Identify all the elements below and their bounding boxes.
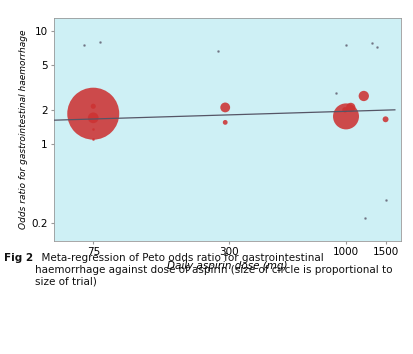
Point <box>361 93 367 99</box>
Point <box>90 103 97 109</box>
Point <box>374 44 381 50</box>
Point <box>332 90 339 96</box>
Point <box>81 42 87 47</box>
Point <box>222 104 228 110</box>
Point <box>90 111 97 116</box>
Point <box>90 136 97 142</box>
Point <box>90 115 97 121</box>
Point <box>347 104 354 110</box>
Point <box>368 41 375 46</box>
Point <box>382 197 389 203</box>
Point <box>215 48 221 54</box>
Point <box>342 107 348 113</box>
Text: Fig 2: Fig 2 <box>4 253 33 263</box>
Point <box>362 216 369 221</box>
Text: Meta-regression of Peto odds ratio for gastrointestinal
haemorrhage against dose: Meta-regression of Peto odds ratio for g… <box>35 253 393 286</box>
Point <box>96 39 103 45</box>
Point <box>222 120 228 125</box>
Point <box>343 114 349 119</box>
Y-axis label: Odds ratio for gastrointestinal haemorrhage: Odds ratio for gastrointestinal haemorrh… <box>19 29 28 229</box>
Point <box>382 116 389 122</box>
X-axis label: Daily aspirin dose (mg): Daily aspirin dose (mg) <box>167 261 287 271</box>
Point <box>343 42 349 48</box>
Point <box>90 126 97 132</box>
